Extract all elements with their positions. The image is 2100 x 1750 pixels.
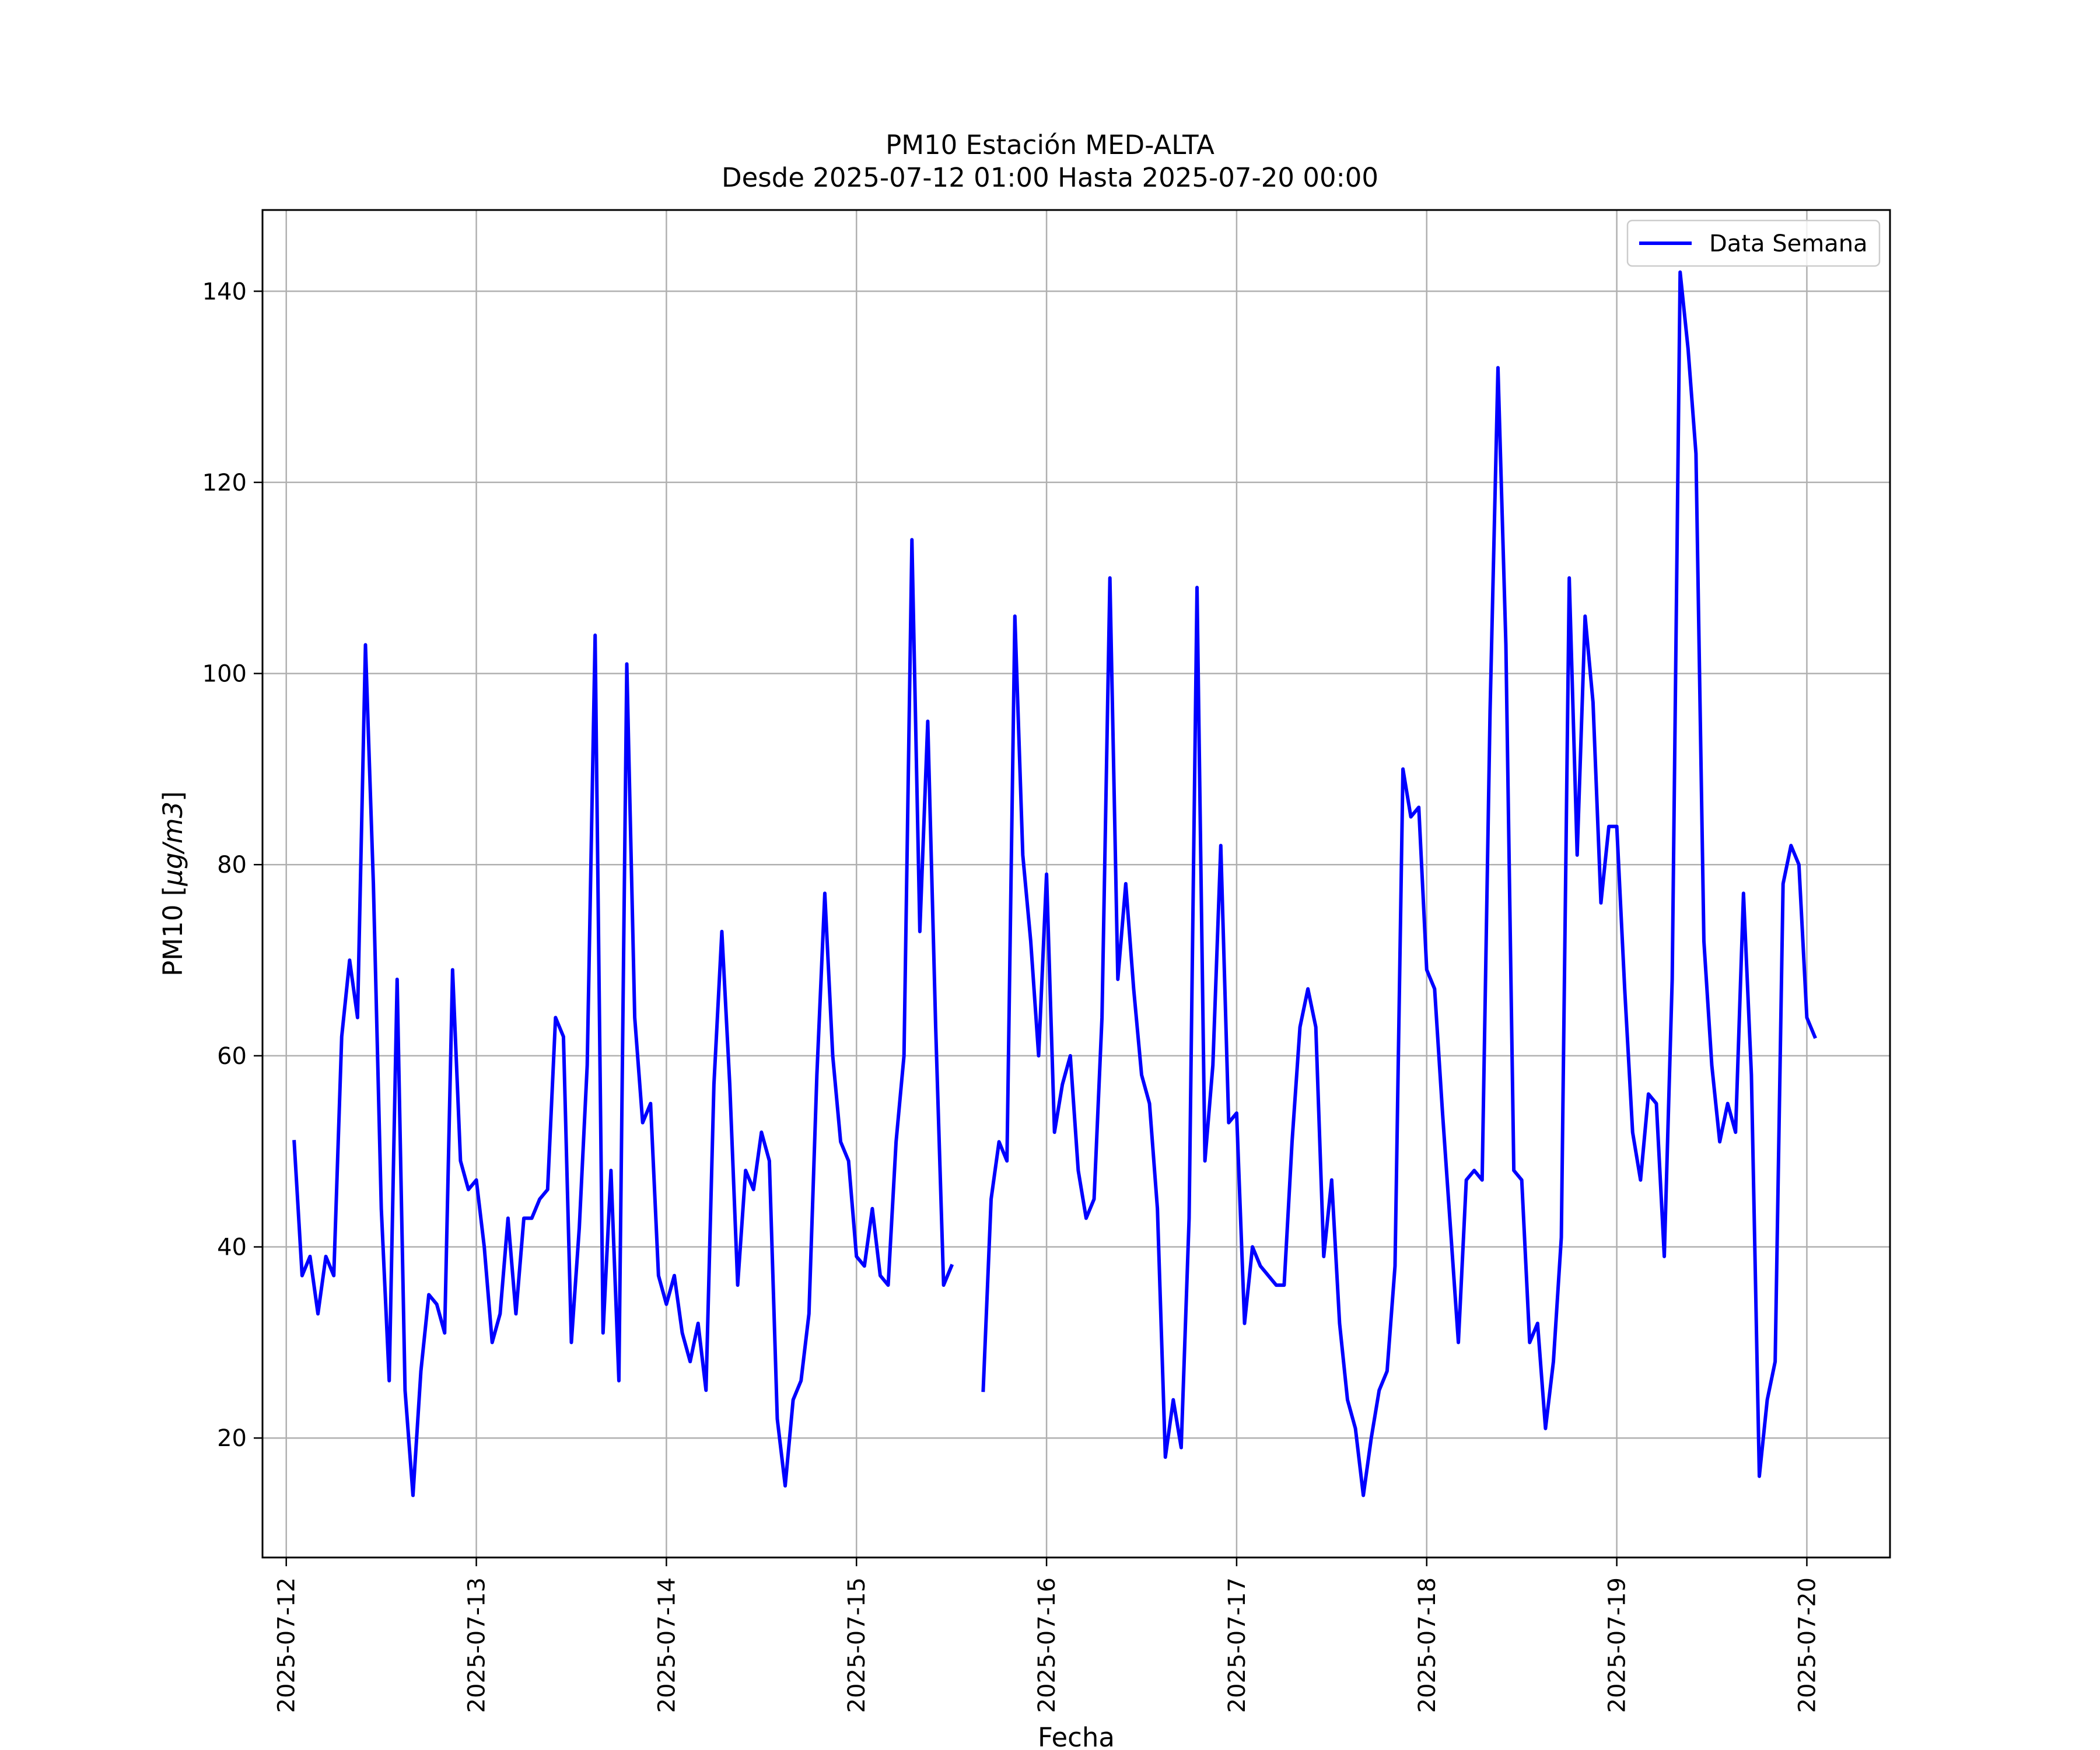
y-tick-label: 100 xyxy=(202,661,247,688)
x-tick-label: 2025-07-17 xyxy=(1224,1577,1251,1713)
y-axis-label-unit: μg/m3 xyxy=(158,802,188,887)
plot-area-frame xyxy=(261,209,1891,1559)
x-tick-label: 2025-07-16 xyxy=(1034,1577,1060,1713)
y-tick-label: 40 xyxy=(217,1234,247,1261)
legend-box xyxy=(1626,219,1881,267)
y-axis-label: PM10 [μg/m3] xyxy=(158,791,188,976)
x-tick-label: 2025-07-15 xyxy=(844,1577,870,1713)
x-tick-label: 2025-07-13 xyxy=(464,1577,491,1713)
y-tick-label: 20 xyxy=(217,1425,247,1452)
series-lines xyxy=(292,270,1817,1497)
x-tick-label: 2025-07-20 xyxy=(1794,1577,1821,1713)
series-line-segment xyxy=(292,538,954,1497)
grid xyxy=(262,210,1890,1558)
y-axis-label-text: PM10 [ xyxy=(158,886,188,977)
x-axis-label: Fecha xyxy=(1038,1722,1115,1750)
chart-subtitle: Desde 2025-07-12 01:00 Hasta 2025-07-20 … xyxy=(722,162,1378,193)
legend-label: Data Semana xyxy=(1709,230,1868,257)
legend: Data Semana xyxy=(1626,219,1881,267)
x-tick-label: 2025-07-14 xyxy=(653,1577,680,1713)
x-tick-label: 2025-07-12 xyxy=(274,1577,300,1713)
series-line-segment xyxy=(981,270,1817,1497)
chart-title: PM10 Estación MED-ALTA xyxy=(886,130,1214,160)
y-tick-label: 120 xyxy=(202,470,247,496)
y-tick-label: 60 xyxy=(217,1043,247,1070)
y-axis-label-close: ] xyxy=(158,791,188,802)
axis-ticks: 2025-07-12 2025-07-13 2025-07-14 2025-07-15… xyxy=(202,278,1821,1713)
x-tick-label: 2025-07-19 xyxy=(1604,1577,1631,1713)
y-tick-label: 140 xyxy=(202,278,247,305)
x-tick-label: 2025-07-18 xyxy=(1414,1577,1441,1713)
y-tick-label: 80 xyxy=(217,852,247,878)
